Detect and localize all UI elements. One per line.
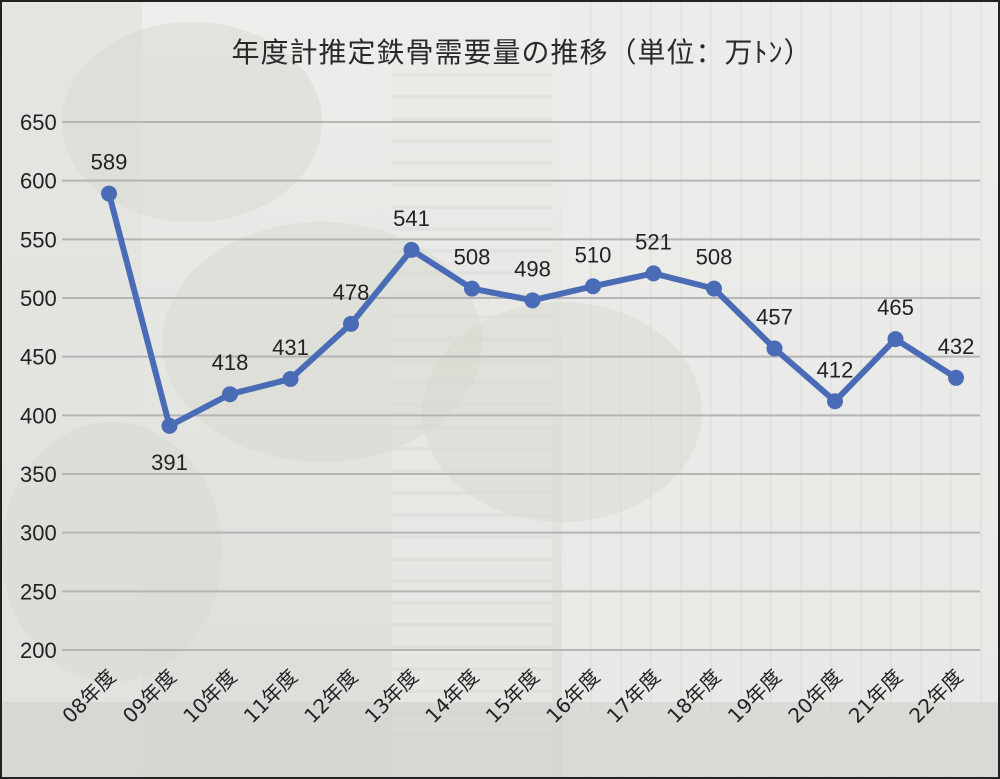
data-point [766, 340, 783, 357]
data-labels: 589 391 418 431 478 541 508 498 510 521 508 457 412 4… [91, 150, 975, 475]
y-tick-label: 500 [20, 286, 57, 311]
x-tick-label: 16年度 [541, 665, 604, 728]
data-label: 431 [272, 335, 309, 360]
gridlines [62, 121, 980, 651]
data-label: 418 [212, 350, 249, 375]
y-tick-label: 400 [20, 403, 57, 428]
y-tick-label: 650 [20, 110, 57, 135]
data-point [524, 292, 541, 309]
data-label: 510 [575, 242, 612, 267]
background-road [2, 702, 998, 777]
data-point [706, 280, 722, 297]
x-tick-label: 11年度 [239, 665, 302, 728]
data-label: 521 [635, 229, 672, 254]
x-tick-label: 14年度 [420, 665, 483, 728]
data-point [464, 280, 480, 297]
data-point [282, 370, 299, 387]
data-point [827, 393, 843, 410]
data-label: 457 [756, 304, 793, 329]
data-label: 432 [938, 334, 975, 359]
y-tick-label: 450 [20, 345, 57, 370]
data-label: 465 [877, 295, 914, 320]
x-tick-label: 18年度 [662, 665, 725, 728]
data-label: 589 [91, 150, 128, 175]
data-label: 508 [696, 245, 733, 270]
series [101, 185, 964, 434]
x-tick-label: 09年度 [118, 665, 181, 728]
y-tick-label: 300 [20, 521, 57, 546]
y-axis-ticks: 650 600 550 500 450 400 350 300 250 200 [20, 110, 57, 663]
y-tick-label: 600 [20, 169, 57, 194]
data-point [645, 265, 662, 282]
x-tick-label: 12年度 [299, 665, 362, 728]
x-tick-label: 19年度 [723, 665, 786, 728]
x-tick-label: 13年度 [360, 665, 423, 728]
data-label: 508 [454, 245, 491, 270]
data-label: 478 [333, 280, 370, 305]
x-tick-label: 20年度 [783, 665, 846, 728]
data-label: 412 [817, 357, 854, 382]
data-point [887, 331, 904, 348]
data-label: 498 [514, 256, 551, 281]
x-tick-label: 15年度 [481, 665, 544, 728]
y-tick-label: 200 [20, 638, 57, 663]
data-point [161, 417, 178, 434]
x-tick-label: 22年度 [904, 665, 967, 728]
data-point [343, 315, 359, 332]
background-tree [422, 302, 702, 522]
data-label: 541 [393, 206, 430, 231]
x-tick-label: 08年度 [57, 665, 120, 728]
y-tick-label: 250 [20, 579, 57, 604]
x-axis-ticks: 08年度09年度10年度11年度12年度13年度14年度15年度16年度17年度… [57, 665, 967, 728]
x-tick-label: 17年度 [602, 665, 665, 728]
data-point [585, 278, 601, 295]
data-point [403, 241, 420, 258]
x-tick-label: 21年度 [844, 665, 907, 728]
background-tree [2, 422, 222, 682]
y-tick-label: 350 [20, 462, 57, 487]
x-tick-label: 10年度 [178, 665, 241, 728]
data-point [222, 386, 238, 403]
data-point [101, 185, 117, 202]
data-label: 391 [151, 450, 188, 475]
chart-title: 年度計推定鉄骨需要量の推移（単位：万ﾄﾝ） [231, 36, 812, 69]
y-tick-label: 550 [20, 227, 57, 252]
data-point [948, 369, 964, 386]
